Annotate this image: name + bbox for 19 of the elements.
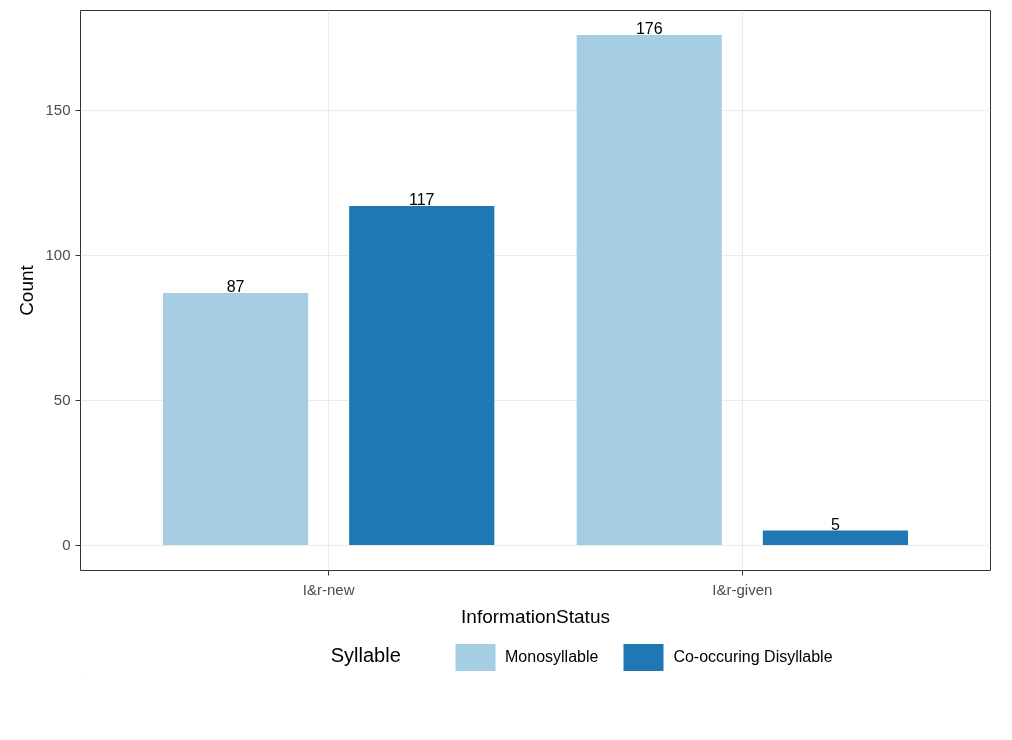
y-axis-title: Count xyxy=(16,264,38,316)
y-tick-label: 0 xyxy=(62,536,71,554)
y-tick-label: 100 xyxy=(45,246,71,264)
data-label: 5 xyxy=(830,515,840,533)
bar xyxy=(762,530,908,546)
y-tick-label: 150 xyxy=(45,101,71,119)
bar xyxy=(349,206,495,546)
x-tick-label: I&r-new xyxy=(302,580,355,598)
data-label: 176 xyxy=(635,20,663,38)
data-label: 87 xyxy=(226,277,245,295)
x-axis-title: InformationStatus xyxy=(461,605,610,627)
legend-label: Co-occuring Disyllable xyxy=(673,648,833,666)
x-tick-label: I&r-given xyxy=(712,580,773,598)
data-label: 117 xyxy=(409,191,435,209)
bar xyxy=(163,292,309,546)
legend-title: Syllable xyxy=(330,643,401,666)
bar xyxy=(576,35,722,546)
legend-label: Monosyllable xyxy=(505,648,599,666)
y-tick-label: 50 xyxy=(53,391,71,409)
